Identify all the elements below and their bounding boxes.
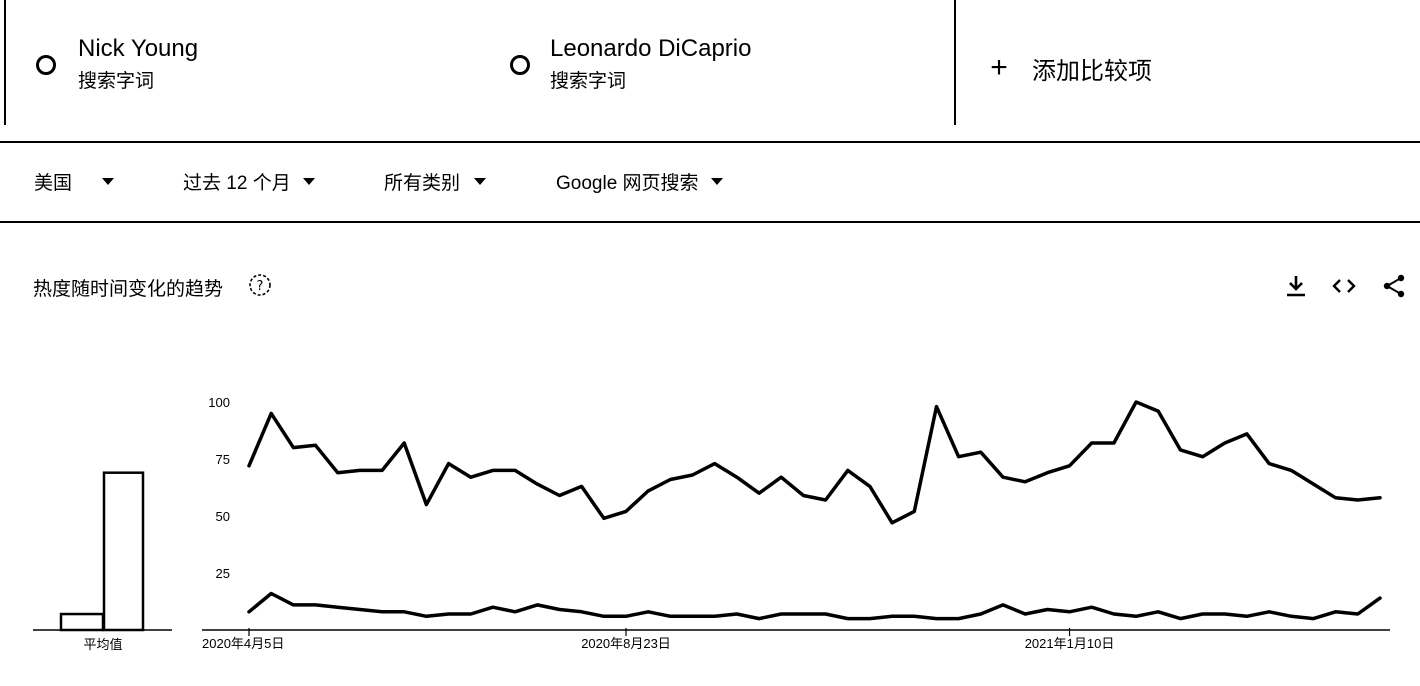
term-type: 搜索字词 [550,71,627,92]
download-icon[interactable] [1283,273,1309,299]
time-range-filter-label: 过去 12 个月 [183,173,291,194]
y-tick-label: 100 [208,395,230,410]
chevron-down-icon [710,178,723,185]
x-tick-label: 2020年4月5日 [202,636,284,651]
interest-over-time-chart: 平均值 25 50 75 100 2020年4月5日 2020年8月23日 2021年1月10… [33,395,1390,652]
plus-icon: + [990,51,1008,84]
term-card-leonardo-dicaprio[interactable]: Leonardo DiCaprio 搜索字词 [482,0,956,125]
term-type: 搜索字词 [78,71,155,92]
y-tick-label: 75 [216,452,230,467]
x-tick-label: 2020年8月23日 [581,636,671,651]
search-terms-bar: Nick Young 搜索字词 Leonardo DiCaprio 搜索字词 +… [0,0,1420,142]
term-name[interactable]: Leonardo DiCaprio [550,35,752,62]
term-card-nick-young[interactable]: Nick Young 搜索字词 [4,0,484,125]
series-line [247,400,1382,525]
category-filter[interactable]: 所有类别 [384,168,487,195]
chevron-down-icon [102,178,115,185]
region-filter-label: 美国 [34,173,73,194]
series-dot-icon [510,55,530,75]
y-tick-label: 25 [216,566,230,581]
search-type-filter[interactable]: Google 网页搜索 [556,168,723,195]
embed-icon[interactable] [1331,273,1357,299]
average-bar [102,471,145,632]
average-label: 平均值 [83,637,122,652]
filter-bar: 美国 过去 12 个月 所有类别 Google 网页搜索 [0,160,1420,204]
add-comparison-button[interactable]: + 添加比较项 [986,50,1152,86]
time-range-filter[interactable]: 过去 12 个月 [183,168,315,195]
divider [0,221,1420,223]
search-type-filter-label: Google 网页搜索 [556,173,699,194]
chevron-down-icon [302,178,315,185]
svg-text:?: ? [257,279,264,294]
help-icon[interactable]: ? [248,273,272,297]
series-line [247,591,1382,621]
y-tick-label: 50 [216,509,230,524]
add-comparison-label: 添加比较项 [1032,57,1152,85]
share-icon[interactable] [1381,273,1407,299]
section-title: 热度随时间变化的趋势 [33,279,224,300]
category-filter-label: 所有类别 [384,173,461,194]
series-dot-icon [36,55,56,75]
term-name[interactable]: Nick Young [78,35,199,62]
average-bar [59,612,105,632]
x-tick-label: 2021年1月10日 [1025,636,1115,651]
divider [0,141,1420,143]
chevron-down-icon [474,178,487,185]
region-filter[interactable]: 美国 [34,168,115,195]
